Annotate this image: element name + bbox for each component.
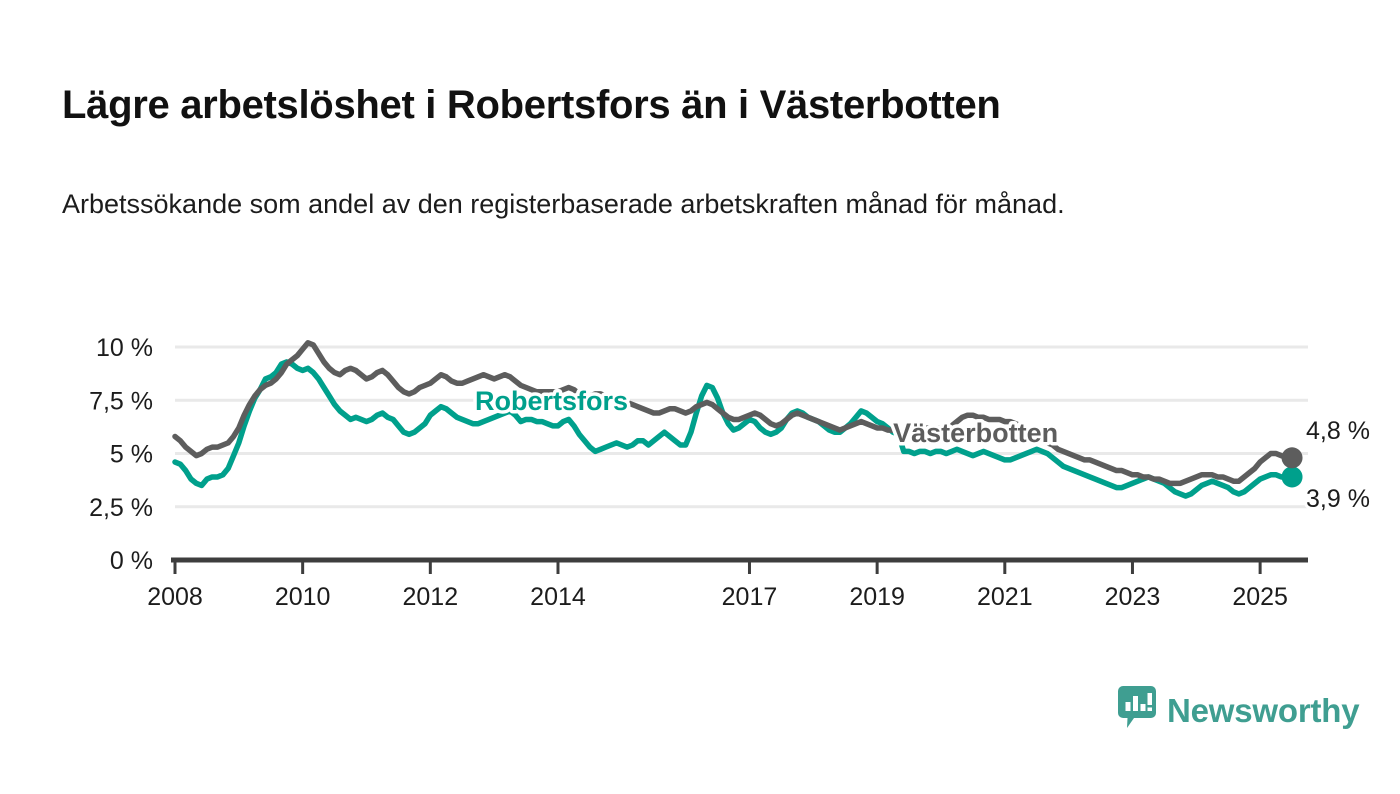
x-tick-label: 2017 <box>722 583 778 611</box>
series-label-robertsfors: Robertsfors <box>475 386 628 416</box>
page-title: Lägre arbetslöshet i Robertsfors än i Vä… <box>62 82 1001 127</box>
y-tick-label: 0 % <box>110 547 153 575</box>
newsworthy-logo: Newsworthy <box>1118 686 1360 735</box>
series-line-robertsfors <box>172 359 1295 499</box>
series-inline-labels: Robertsfors Västerbotten <box>472 382 1062 451</box>
x-tick-label: 2014 <box>530 583 586 611</box>
logo-text: Newsworthy <box>1167 692 1360 729</box>
x-tick-label: 2010 <box>275 583 331 611</box>
series-end-value-labels: 3,9 % 4,8 % <box>1303 414 1373 516</box>
x-tick-label: 2012 <box>403 583 459 611</box>
x-tick-label: 2025 <box>1232 583 1288 611</box>
y-axis-tick-labels: 0 % 2,5 % 5 % 7,5 % 10 % <box>89 334 153 575</box>
x-tick-label: 2021 <box>977 583 1033 611</box>
end-value-label-västerbotten: 4,8 % <box>1306 417 1370 445</box>
endpoint-marker-robertsfors <box>1281 466 1303 488</box>
series-label-västerbotten: Västerbotten <box>893 418 1058 448</box>
line-chart: 0 % 2,5 % 5 % 7,5 % 10 % 2008 2010 2012 2014 201… <box>89 334 1373 611</box>
y-tick-label: 10 % <box>96 334 153 362</box>
series-lines <box>172 340 1295 499</box>
x-tick-label: 2023 <box>1105 583 1161 611</box>
bar-chart-speech-bubble-icon <box>1118 686 1156 735</box>
endpoint-marker-västerbotten <box>1281 447 1303 469</box>
chart-subtitle: Arbetssökande som andel av den registerb… <box>62 189 1065 219</box>
series-line-västerbotten <box>172 340 1295 487</box>
x-tick-label: 2008 <box>147 583 203 611</box>
y-tick-label: 5 % <box>110 441 153 469</box>
x-tick-label: 2019 <box>849 583 905 611</box>
y-tick-label: 7,5 % <box>89 387 153 415</box>
y-tick-label: 2,5 % <box>89 494 153 522</box>
x-axis-tick-labels: 2008 2010 2012 2014 2017 2019 2021 2023 2025 <box>147 583 1288 611</box>
gridlines <box>175 345 1308 509</box>
end-value-label-robertsfors: 3,9 % <box>1306 485 1370 513</box>
x-axis-ticks <box>173 562 1262 574</box>
series-endpoint-markers <box>1281 447 1303 488</box>
